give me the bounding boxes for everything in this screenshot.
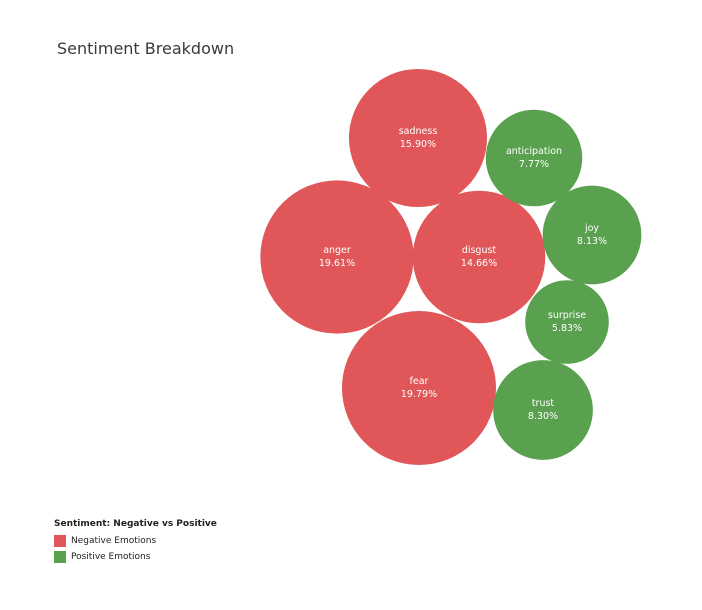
bubble-value-anger: 19.61% [319,258,355,269]
bubble-value-joy: 8.13% [577,236,607,247]
legend-label-positive: Positive Emotions [71,552,151,562]
bubble-value-anticipation: 7.77% [519,159,549,170]
bubble-label-joy: joy [584,223,599,234]
bubble-label-anticipation: anticipation [506,146,562,157]
bubble-anticipation[interactable] [485,109,583,207]
legend-item-positive[interactable]: Positive Emotions [54,549,217,565]
bubble-label-sadness: sadness [399,126,438,137]
bubble-sadness[interactable] [348,68,488,208]
bubble-surprise[interactable] [525,280,609,364]
bubble-label-disgust: disgust [462,245,497,256]
legend-label-negative: Negative Emotions [71,536,157,546]
bubble-value-sadness: 15.90% [400,139,436,150]
bubble-value-trust: 8.30% [528,411,558,422]
bubble-value-disgust: 14.66% [461,258,497,269]
bubble-value-fear: 19.79% [401,389,437,400]
bubble-trust[interactable] [493,360,593,460]
legend-item-negative[interactable]: Negative Emotions [54,533,217,549]
bubble-joy[interactable] [542,185,642,285]
bubble-value-surprise: 5.83% [552,323,582,334]
bubble-label-surprise: surprise [548,310,586,321]
legend-title: Sentiment: Negative vs Positive [54,519,217,529]
bubble-label-anger: anger [323,245,351,256]
legend: Sentiment: Negative vs Positive Negative… [54,519,217,565]
legend-swatch-positive [54,551,66,563]
bubble-label-fear: fear [410,376,429,387]
bubble-fear[interactable] [342,311,496,465]
bubble-anger[interactable] [260,180,414,334]
bubble-disgust[interactable] [412,190,546,324]
legend-swatch-negative [54,535,66,547]
bubble-label-trust: trust [532,398,555,409]
chart-title: Sentiment Breakdown [57,39,235,58]
